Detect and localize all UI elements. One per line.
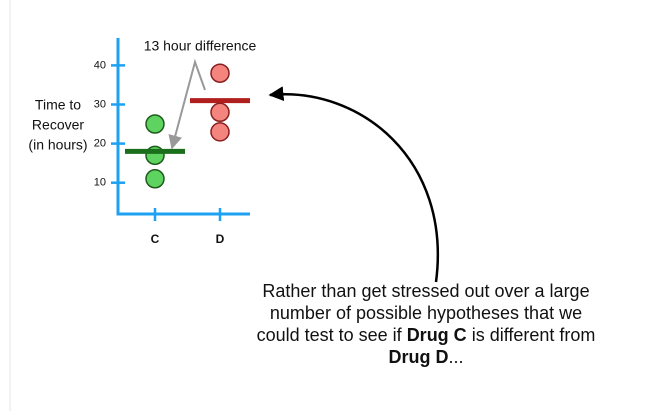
data-point [210,122,230,142]
caption: Rather than get stressed out over a larg… [250,280,602,368]
y-axis-label: Recover [32,117,84,133]
caption-text: ... [448,347,464,367]
x-tick-label: D [216,232,225,246]
y-axis-label: (in hours) [28,137,87,153]
y-tick-label: 10 [94,177,106,189]
data-point [210,63,230,83]
y-tick-label: 30 [94,98,106,110]
caption-text: Drug C [406,325,467,345]
x-tick-label: C [151,232,160,246]
y-tick-label: 20 [94,138,106,150]
caption-text: Drug D [388,347,449,367]
data-point [210,102,230,123]
y-tick-label: 40 [94,59,106,71]
pointer-arrow [268,86,439,283]
y-axis-label: Time to [35,97,81,113]
caption-text: is different from [466,325,596,345]
annotation: 13 hour difference [144,38,257,54]
data-point [145,114,165,134]
data-point [145,169,165,189]
difference-arrow [168,58,206,150]
caption-text: Rather than get stressed out over a larg… [256,281,590,345]
